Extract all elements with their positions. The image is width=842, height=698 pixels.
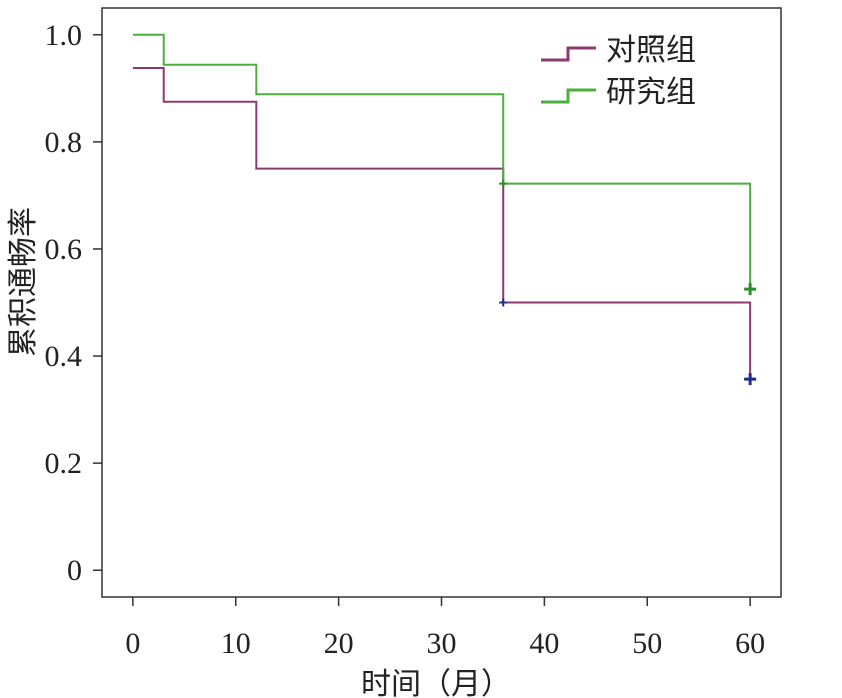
legend-swatch (541, 88, 596, 104)
censor-mark (744, 283, 757, 296)
y-axis-title: 累积通畅率 (7, 207, 40, 357)
censor-mark (499, 179, 508, 188)
series-line (132, 66, 752, 380)
x-tick-label: 20 (324, 627, 354, 660)
legend-swatch (541, 46, 596, 62)
series-layer (132, 33, 757, 386)
x-tick-label: 30 (427, 627, 457, 660)
y-tick-label: 0.8 (45, 126, 83, 159)
x-tick-label: 40 (529, 627, 559, 660)
y-tick-label: 0.2 (45, 447, 83, 480)
censor-mark (744, 373, 757, 386)
y-tick-label: 1.0 (45, 19, 83, 52)
x-tick-label: 50 (632, 627, 662, 660)
x-tick-label: 0 (125, 627, 140, 660)
ticks-layer: 0 10 20 30 40 50 60 0 0.2 0.4 0.6 0.8 1.0 (45, 19, 766, 660)
y-tick-label: 0.6 (45, 233, 83, 266)
x-tick-label: 60 (735, 627, 765, 660)
censor-mark (499, 298, 508, 307)
y-tick-label: 0 (67, 554, 82, 587)
legend-label: 研究组 (606, 76, 696, 109)
series-line (132, 33, 752, 290)
x-axis-title: 时间（月） (361, 668, 511, 698)
legend-label: 对照组 (606, 34, 696, 67)
y-tick-label: 0.4 (45, 340, 83, 373)
x-tick-label: 10 (221, 627, 251, 660)
